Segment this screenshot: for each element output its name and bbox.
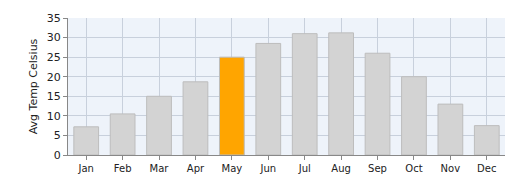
svg-text:Sep: Sep <box>368 163 387 174</box>
svg-text:Apr: Apr <box>187 163 205 174</box>
svg-text:20: 20 <box>47 71 61 84</box>
svg-text:15: 15 <box>47 90 61 103</box>
svg-text:35: 35 <box>47 12 61 25</box>
svg-text:Jul: Jul <box>298 163 311 174</box>
svg-text:Avg Temp Celsius: Avg Temp Celsius <box>27 38 40 134</box>
svg-text:Nov: Nov <box>441 163 461 174</box>
svg-text:May: May <box>222 163 243 174</box>
svg-text:Dec: Dec <box>477 163 496 174</box>
svg-text:Oct: Oct <box>405 163 422 174</box>
svg-text:25: 25 <box>47 51 61 64</box>
svg-text:10: 10 <box>47 110 61 123</box>
svg-text:Feb: Feb <box>114 163 132 174</box>
svg-text:30: 30 <box>47 31 61 44</box>
svg-text:Jan: Jan <box>77 163 93 174</box>
svg-text:Jun: Jun <box>259 163 276 174</box>
svg-text:Mar: Mar <box>150 163 170 174</box>
svg-text:5: 5 <box>54 129 61 142</box>
svg-text:0: 0 <box>54 149 61 162</box>
svg-text:Aug: Aug <box>331 163 351 174</box>
